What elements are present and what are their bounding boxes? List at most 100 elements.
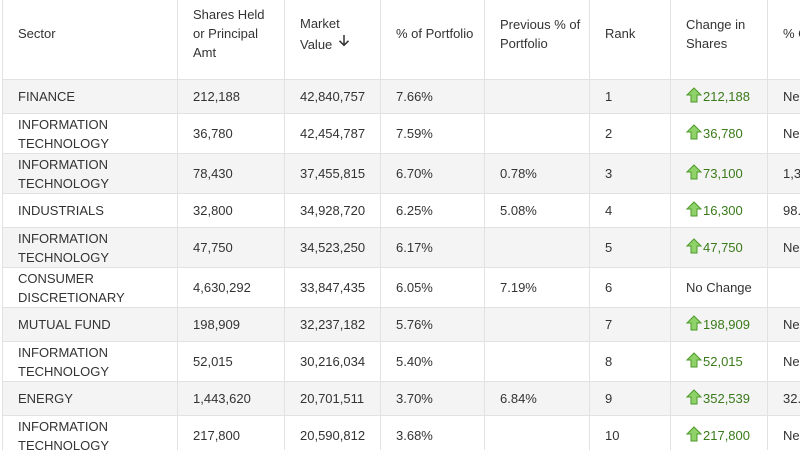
cell-pct-portfolio-text: 3.70% [396, 391, 433, 406]
table-body: FINANCE 212,188 42,840,757 7.66% 1 212,188 Ne I… [2, 79, 800, 450]
column-header-pct-change[interactable]: % Ch [767, 0, 800, 80]
cell-sector-text: CONSUMER DISCRETIONARY [18, 270, 125, 305]
cell-previous-pct [484, 113, 590, 154]
arrow-up-icon [685, 426, 703, 442]
cell-pct-portfolio: 7.59% [380, 113, 485, 154]
cell-change-in-shares-text: 212,188 [703, 89, 750, 104]
cell-rank-text: 1 [605, 89, 613, 104]
cell-change-in-shares: 217,800 [670, 415, 768, 450]
cell-market-value: 33,847,435 [284, 267, 381, 308]
cell-change-in-shares-text: 217,800 [703, 428, 750, 443]
arrow-up-icon [685, 87, 703, 103]
cell-pct-portfolio-text: 7.66% [396, 89, 433, 104]
cell-pct-portfolio: 6.25% [380, 193, 485, 228]
cell-change-in-shares: 47,750 [670, 227, 768, 268]
cell-change-in-shares: 36,780 [670, 113, 768, 154]
cell-previous-pct-text: 5.08% [500, 203, 537, 218]
table-row[interactable]: FINANCE 212,188 42,840,757 7.66% 1 212,188 Ne [2, 79, 800, 114]
cell-sector: INFORMATION TECHNOLOGY [2, 153, 178, 194]
column-header-rank[interactable]: Rank [589, 0, 671, 80]
cell-pct-portfolio-text: 7.59% [396, 126, 433, 141]
cell-change-in-shares-text: 198,909 [703, 317, 750, 332]
arrow-up-icon [685, 201, 703, 217]
cell-rank-text: 9 [605, 391, 613, 406]
cell-previous-pct [484, 79, 590, 114]
cell-sector: INFORMATION TECHNOLOGY [2, 341, 178, 382]
cell-sector: ENERGY [2, 381, 178, 416]
cell-pct-change-text: Ne [783, 126, 800, 141]
table-row[interactable]: INFORMATION TECHNOLOGY 52,015 30,216,034 5.… [2, 341, 800, 382]
cell-pct-change-text: Ne [783, 354, 800, 369]
cell-shares: 217,800 [177, 415, 285, 450]
cell-market-value-text: 42,840,757 [300, 89, 366, 104]
column-header-previous-pct[interactable]: Previous % of Portfolio [484, 0, 590, 80]
column-header-shares[interactable]: Shares Held or Principal Amt [177, 0, 285, 80]
table-row[interactable]: ENERGY 1,443,620 20,701,511 3.70% 6.84% 9 352,… [2, 381, 800, 416]
cell-pct-portfolio: 5.40% [380, 341, 485, 382]
cell-shares-text: 198,909 [193, 317, 240, 332]
cell-pct-change: Ne [767, 307, 800, 342]
table-row[interactable]: INDUSTRIALS 32,800 34,928,720 6.25% 5.08% 4 16… [2, 193, 800, 228]
cell-market-value: 32,237,182 [284, 307, 381, 342]
cell-change-in-shares-text: 52,015 [703, 354, 743, 369]
cell-pct-portfolio: 6.05% [380, 267, 485, 308]
table-row[interactable]: CONSUMER DISCRETIONARY 4,630,292 33,847,43… [2, 267, 800, 308]
cell-pct-change-text: Ne [783, 89, 800, 104]
cell-market-value: 42,840,757 [284, 79, 381, 114]
cell-previous-pct-text: 6.84% [500, 391, 537, 406]
cell-shares: 1,443,620 [177, 381, 285, 416]
cell-rank: 6 [589, 267, 671, 308]
cell-market-value: 34,928,720 [284, 193, 381, 228]
cell-pct-portfolio: 6.17% [380, 227, 485, 268]
table-row[interactable]: INFORMATION TECHNOLOGY 36,780 42,454,787 7.… [2, 113, 800, 154]
cell-rank-text: 10 [605, 428, 620, 443]
cell-previous-pct [484, 307, 590, 342]
cell-market-value: 20,590,812 [284, 415, 381, 450]
table-row[interactable]: INFORMATION TECHNOLOGY 47,750 34,523,250 6.… [2, 227, 800, 268]
cell-market-value-text: 37,455,815 [300, 166, 366, 181]
cell-rank-text: 5 [605, 240, 613, 255]
cell-pct-portfolio: 5.76% [380, 307, 485, 342]
cell-pct-change-text: Ne [783, 428, 800, 443]
cell-sector-text: ENERGY [18, 391, 73, 406]
cell-previous-pct-text: 7.19% [500, 280, 537, 295]
table-row[interactable]: MUTUAL FUND 198,909 32,237,182 5.76% 7 198,90… [2, 307, 800, 342]
cell-rank-text: 8 [605, 354, 613, 369]
table-row[interactable]: INFORMATION TECHNOLOGY 78,430 37,455,815 6.… [2, 153, 800, 194]
cell-rank-text: 6 [605, 280, 613, 295]
cell-pct-portfolio-text: 5.76% [396, 317, 433, 332]
cell-shares-text: 78,430 [193, 166, 233, 181]
cell-previous-pct [484, 227, 590, 268]
column-header-market-value[interactable]: Market Value [284, 0, 381, 80]
cell-pct-change-text: 1,3 [783, 166, 800, 181]
column-header-change-in-shares[interactable]: Change in Shares [670, 0, 768, 80]
cell-shares-text: 217,800 [193, 428, 240, 443]
cell-sector: INFORMATION TECHNOLOGY [2, 113, 178, 154]
cell-sector: FINANCE [2, 79, 178, 114]
cell-sector-text: INFORMATION TECHNOLOGY [18, 116, 110, 151]
cell-market-value-text: 32,237,182 [300, 317, 366, 332]
cell-shares: 52,015 [177, 341, 285, 382]
cell-market-value: 30,216,034 [284, 341, 381, 382]
arrow-up-icon [685, 238, 703, 254]
cell-market-value-text: 20,590,812 [300, 428, 366, 443]
cell-rank-text: 2 [605, 126, 613, 141]
arrow-down-icon [338, 33, 350, 52]
cell-pct-change: Ne [767, 341, 800, 382]
cell-market-value-text: 20,701,511 [300, 391, 365, 406]
cell-rank: 2 [589, 113, 671, 154]
cell-rank: 10 [589, 415, 671, 450]
cell-previous-pct [484, 341, 590, 382]
cell-market-value: 37,455,815 [284, 153, 381, 194]
table-row[interactable]: INFORMATION TECHNOLOGY 217,800 20,590,812 3… [2, 415, 800, 450]
cell-change-in-shares: 352,539 [670, 381, 768, 416]
column-header-sector[interactable]: Sector [2, 0, 178, 80]
cell-rank: 1 [589, 79, 671, 114]
cell-pct-portfolio-text: 6.25% [396, 203, 433, 218]
cell-rank-text: 7 [605, 317, 613, 332]
column-header-pct-portfolio[interactable]: % of Portfolio [380, 0, 485, 80]
cell-sector-text: INDUSTRIALS [18, 203, 104, 218]
cell-pct-portfolio-text: 6.70% [396, 166, 433, 181]
cell-shares: 47,750 [177, 227, 285, 268]
